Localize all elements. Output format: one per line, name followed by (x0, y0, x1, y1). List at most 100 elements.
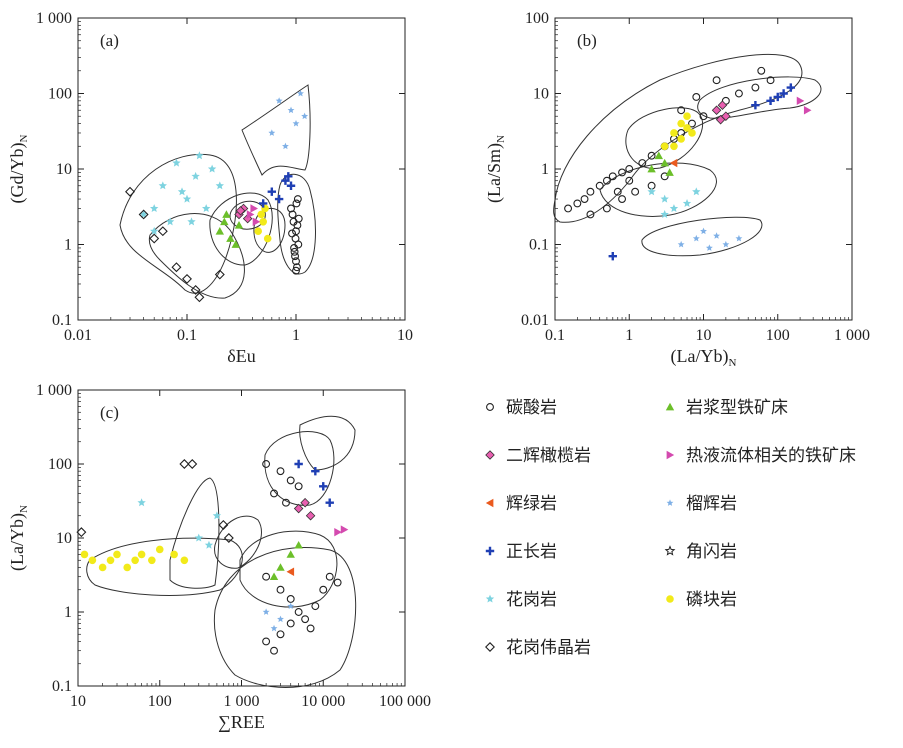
y-tick-label: 1 000 (36, 382, 72, 399)
data-point (218, 519, 229, 530)
y-axis-label: (Gd/Yb)N (7, 134, 30, 203)
data-point (608, 172, 617, 181)
data-point (288, 210, 297, 219)
data-point (76, 527, 87, 538)
data-point (692, 234, 700, 242)
data-point (301, 112, 309, 120)
x-tick-label: 10 000 (301, 693, 345, 710)
data-point (293, 195, 302, 203)
series-carbonatite (287, 195, 303, 275)
data-point (259, 217, 267, 226)
data-point (275, 97, 283, 104)
data-point (670, 129, 678, 137)
y-tick-label: 0.1 (529, 237, 549, 254)
series-gabbro (669, 158, 678, 168)
legend-marker (485, 642, 495, 652)
envelope-b-syenite (697, 76, 822, 119)
data-point (131, 556, 139, 565)
data-point (669, 158, 678, 168)
legend-label: 花岗岩 (506, 590, 557, 610)
series-hydrothermal_fe (334, 525, 349, 537)
data-point (618, 168, 627, 177)
envelope-a-pyroxenite (241, 84, 311, 176)
x-tick-label: 0.01 (64, 327, 92, 344)
data-point (638, 159, 647, 167)
data-point (190, 284, 201, 295)
data-point (677, 135, 685, 143)
x-axis-label: δEu (227, 346, 255, 366)
data-point (207, 164, 217, 173)
data-point (274, 194, 284, 204)
data-point (270, 489, 278, 498)
data-point (292, 263, 301, 272)
data-point (735, 234, 743, 242)
data-point (287, 602, 295, 610)
data-point (288, 229, 297, 238)
x-tick-label: 1 000 (834, 327, 870, 344)
data-point (234, 221, 244, 229)
data-point (292, 266, 300, 275)
data-point (222, 210, 231, 218)
data-point (282, 142, 289, 150)
data-point (287, 106, 295, 114)
data-point (262, 608, 270, 615)
chart-panel-1: 0.1 1 10 100 1 0000.010.1110100(La/Yb)N(La/S… (484, 10, 870, 369)
data-point (677, 106, 686, 115)
data-point (647, 164, 656, 173)
series-syenite (608, 83, 796, 261)
data-point (773, 92, 782, 102)
data-point (334, 527, 342, 537)
x-tick-label: 0.1 (177, 327, 197, 344)
series-lherzolite (711, 100, 731, 125)
data-point (325, 498, 334, 507)
data-point (150, 204, 159, 213)
data-point (705, 244, 713, 251)
data-point (688, 129, 696, 137)
panel-label: (b) (577, 31, 597, 50)
data-point (281, 176, 290, 185)
y-axis-label: (La/Yb)N (7, 505, 30, 571)
data-point (692, 93, 701, 101)
envelope-c-phoscorite (86, 537, 243, 596)
x-tick-label: 100 000 (379, 693, 431, 710)
legend-marker (486, 403, 494, 411)
series-granite (137, 498, 222, 549)
data-point (779, 89, 788, 98)
y-tick-label: 100 (48, 456, 72, 473)
data-point (292, 257, 300, 266)
y-tick-label: 1 000 (36, 10, 72, 27)
data-point (660, 158, 669, 167)
data-point (766, 96, 775, 106)
envelope-a-lherzolite (229, 200, 266, 230)
data-point (294, 482, 303, 491)
data-point (319, 482, 328, 491)
data-point (252, 217, 261, 226)
envelope-c-carbonatite-low (213, 547, 357, 688)
data-point (306, 624, 315, 633)
x-tick-label: 10 (397, 327, 413, 344)
legend-marker (665, 402, 675, 411)
data-point (786, 83, 796, 92)
data-point (286, 567, 295, 576)
data-point (712, 76, 721, 85)
legend-marker (664, 545, 676, 556)
series-lherzolite (234, 203, 253, 224)
data-point (564, 204, 573, 213)
data-point (751, 100, 760, 110)
data-point (157, 226, 168, 237)
legend-item-granite: 花岗岩 (485, 590, 557, 610)
data-point (297, 89, 304, 97)
data-point (688, 119, 696, 128)
data-point (721, 111, 731, 121)
data-point (796, 96, 805, 106)
data-point (125, 186, 135, 197)
data-point (187, 217, 196, 226)
data-point (177, 187, 187, 196)
x-axis-label: ∑REE (218, 712, 265, 732)
legend-item-hornblendite: 角闪岩 (664, 542, 737, 562)
envelope-a-phoscorite (253, 207, 286, 253)
x-tick-label: 1 (625, 327, 633, 344)
